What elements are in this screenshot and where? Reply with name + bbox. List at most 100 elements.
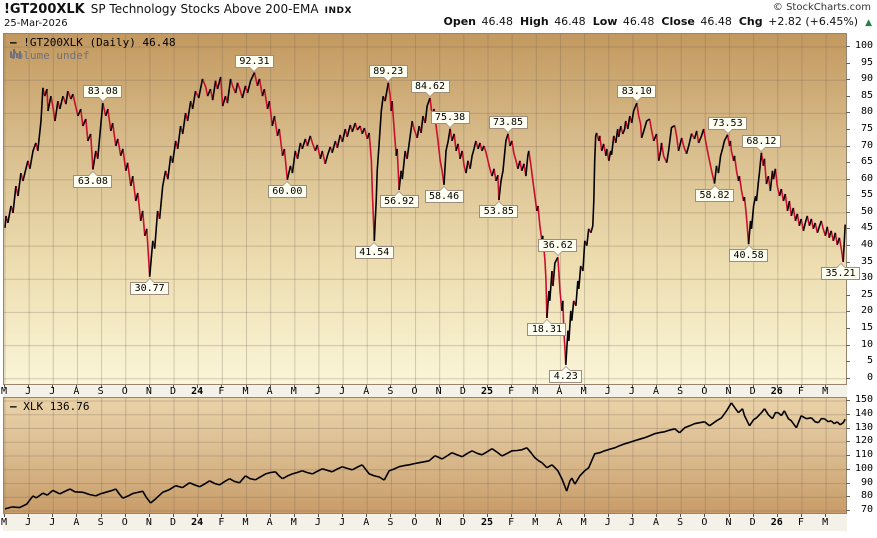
y-axis-tick bbox=[846, 95, 850, 97]
month-tick bbox=[631, 385, 633, 388]
month-tick bbox=[559, 514, 561, 517]
month-tick bbox=[100, 385, 102, 388]
month-tick bbox=[366, 514, 368, 517]
month-tick bbox=[173, 385, 175, 388]
month-tick bbox=[800, 385, 802, 388]
y-axis-tick bbox=[846, 178, 850, 180]
y-axis-label: 70 bbox=[860, 504, 873, 515]
month-label: N bbox=[145, 386, 152, 397]
month-label: A bbox=[73, 386, 80, 397]
month-label: J bbox=[604, 386, 611, 397]
month-tick bbox=[631, 514, 633, 517]
y-axis-tick bbox=[846, 145, 850, 147]
month-tick bbox=[317, 514, 319, 517]
month-label: S bbox=[677, 386, 684, 397]
month-label: A bbox=[266, 386, 273, 397]
change-quote: Chg +2.82 (+6.45%) bbox=[738, 15, 859, 28]
annotation-callout: 60.00 bbox=[267, 180, 307, 198]
month-label: J bbox=[25, 517, 32, 528]
month-tick bbox=[414, 385, 416, 388]
month-label: N bbox=[435, 517, 442, 528]
month-tick bbox=[728, 385, 730, 388]
month-tick bbox=[100, 514, 102, 517]
y-axis-label: 60 bbox=[860, 172, 873, 184]
month-tick bbox=[28, 385, 30, 388]
annotation-callout: 56.92 bbox=[379, 190, 419, 208]
y-axis-tick bbox=[846, 294, 850, 296]
annotation-callout: 53.85 bbox=[479, 201, 519, 219]
y-axis-tick bbox=[846, 62, 850, 64]
month-tick bbox=[390, 514, 392, 517]
month-label: S bbox=[677, 517, 684, 528]
month-tick bbox=[28, 514, 30, 517]
y-axis-label: 10 bbox=[860, 338, 873, 350]
month-tick bbox=[414, 514, 416, 517]
month-label: M bbox=[532, 517, 539, 528]
month-tick bbox=[752, 514, 754, 517]
up-arrow-icon: ▲ bbox=[865, 18, 872, 28]
annotation-callout: 68.12 bbox=[741, 134, 781, 152]
month-label: M bbox=[290, 386, 297, 397]
month-tick bbox=[462, 385, 464, 388]
month-tick bbox=[680, 385, 682, 388]
quote-summary: Open 46.48 High 46.48 Low 46.48 Close 46… bbox=[443, 15, 872, 28]
annotation-callout: 92.31 bbox=[234, 54, 274, 72]
month-tick bbox=[4, 514, 5, 517]
y-axis-tick bbox=[846, 245, 850, 247]
month-label: O bbox=[411, 386, 418, 397]
y-axis-tick bbox=[846, 79, 850, 81]
y-axis-tick bbox=[846, 455, 850, 456]
month-label: J bbox=[628, 386, 635, 397]
y-axis-label: 90 bbox=[860, 73, 873, 85]
date-axis-main: M J J A S O N D 24 F M A M J J A S O N D 25 F M A M J J A S O N D 26 F M bbox=[1, 385, 847, 397]
annotation-callout: 4.23 bbox=[549, 365, 583, 383]
month-label: F bbox=[797, 386, 804, 397]
month-label: J bbox=[49, 386, 56, 397]
month-label: 25 bbox=[480, 517, 494, 528]
y-axis-tick bbox=[846, 361, 850, 363]
y-axis-label: 120 bbox=[854, 435, 873, 447]
y-axis-tick bbox=[846, 162, 850, 164]
month-label: F bbox=[508, 386, 515, 397]
y-axis-label: 55 bbox=[860, 189, 873, 201]
month-label: A bbox=[653, 517, 660, 528]
month-tick bbox=[487, 514, 488, 517]
month-tick bbox=[269, 514, 271, 517]
annotation-callout: 83.08 bbox=[83, 85, 123, 103]
month-label: A bbox=[556, 386, 563, 397]
volume-bars-icon bbox=[10, 49, 21, 58]
price-line-up bbox=[4, 402, 846, 510]
month-tick bbox=[680, 514, 682, 517]
annotation-callout: 36.62 bbox=[538, 239, 578, 257]
y-axis-label: 0 bbox=[866, 371, 873, 383]
annotation-callout: 30.77 bbox=[130, 277, 170, 295]
month-tick bbox=[583, 385, 585, 388]
month-tick bbox=[776, 385, 778, 388]
month-tick bbox=[221, 385, 223, 388]
y-axis-label: 130 bbox=[854, 421, 873, 433]
month-label: M bbox=[532, 386, 539, 397]
y-axis-label: 45 bbox=[860, 222, 873, 234]
price-line-down bbox=[12, 402, 841, 509]
month-label: 26 bbox=[770, 386, 783, 397]
y-axis-tick bbox=[846, 112, 850, 114]
month-label: J bbox=[604, 517, 611, 528]
y-axis-tick bbox=[846, 195, 850, 197]
month-tick bbox=[317, 385, 319, 388]
month-label: M bbox=[822, 517, 829, 528]
month-tick bbox=[76, 385, 78, 388]
y-axis-label: 100 bbox=[854, 462, 873, 474]
month-tick bbox=[704, 514, 706, 517]
annotation-callout: 73.85 bbox=[488, 115, 528, 133]
month-label: J bbox=[628, 517, 635, 528]
month-label: A bbox=[556, 517, 563, 528]
month-tick bbox=[511, 514, 513, 517]
y-axis-tick bbox=[846, 228, 850, 230]
month-tick bbox=[438, 385, 440, 388]
month-tick bbox=[800, 514, 802, 517]
month-tick bbox=[656, 514, 658, 517]
month-tick bbox=[124, 385, 126, 388]
month-tick bbox=[487, 385, 488, 388]
y-axis-label: 5 bbox=[866, 355, 873, 367]
y-axis-tick bbox=[846, 510, 850, 511]
